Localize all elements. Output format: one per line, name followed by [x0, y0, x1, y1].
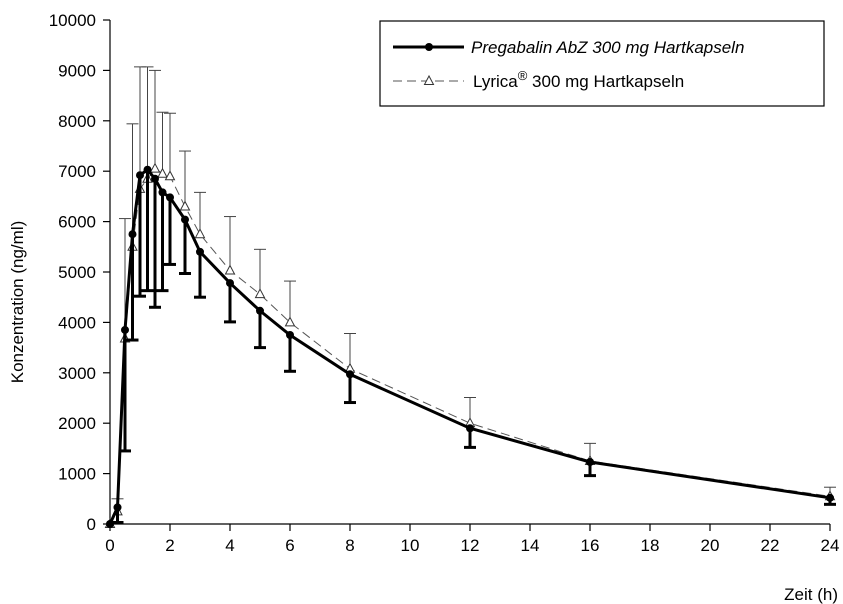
data-point	[151, 174, 159, 183]
data-point	[179, 200, 191, 211]
y-tick-label: 7000	[58, 162, 96, 181]
markers	[106, 165, 834, 528]
legend-label-lyrica-name: Lyrica	[473, 72, 518, 91]
legend-marker-filled-circle	[425, 43, 433, 51]
y-tick-label: 2000	[58, 414, 96, 433]
data-point	[226, 279, 234, 288]
legend-label-lyrica-superscript: ®	[518, 68, 528, 83]
data-point	[143, 165, 152, 174]
x-tick-label: 6	[285, 536, 294, 555]
data-point	[113, 503, 122, 512]
axes: 0100020003000400050006000700080009000100…	[49, 11, 840, 555]
data-point	[466, 424, 474, 433]
data-point	[149, 162, 161, 173]
x-tick-label: 20	[701, 536, 720, 555]
data-point	[346, 370, 354, 379]
y-tick-label: 8000	[58, 112, 96, 131]
data-point	[254, 288, 266, 299]
data-point	[157, 167, 168, 178]
x-tick-label: 18	[641, 536, 660, 555]
legend-marker-open-triangle	[423, 74, 435, 85]
x-tick-label: 24	[821, 536, 840, 555]
y-tick-label: 0	[87, 515, 96, 534]
x-tick-label: 14	[521, 536, 540, 555]
y-tick-label: 3000	[58, 364, 96, 383]
y-axis-label: Konzentration (ng/ml)	[8, 221, 27, 384]
legend-label-pregabalin: Pregabalin AbZ 300 mg Hartkapseln	[471, 38, 744, 57]
series-line	[108, 167, 831, 525]
data-point	[136, 171, 144, 180]
y-axis-ticks: 0 1000 2000 3000 4000 5000 6000 7000 8000 9000 100…	[49, 11, 110, 534]
data-point	[826, 493, 834, 502]
x-tick-label: 10	[401, 536, 420, 555]
y-tick-label: 10000	[49, 11, 96, 30]
data-point	[224, 264, 236, 275]
data-point	[128, 230, 137, 239]
x-axis-ticks: 0 2 4 6 8 10 12 14 16 18 20 22 24	[105, 524, 839, 555]
x-tick-label: 2	[165, 536, 174, 555]
legend-label-lyrica: Lyrica® 300 mg Hartkapseln	[473, 68, 684, 91]
y-tick-label: 1000	[58, 465, 96, 484]
x-tick-label: 12	[461, 536, 480, 555]
series-layer	[104, 66, 836, 528]
data-point	[194, 228, 206, 239]
x-tick-label: 8	[345, 536, 354, 555]
data-point	[286, 331, 294, 339]
data-point	[256, 306, 264, 315]
y-tick-label: 6000	[58, 213, 96, 232]
series-lyrica	[104, 66, 836, 528]
y-tick-label: 4000	[58, 313, 96, 332]
data-point	[158, 188, 167, 197]
data-point	[181, 215, 189, 224]
legend-box	[379, 20, 825, 107]
x-tick-label: 22	[761, 536, 780, 555]
legend-label-lyrica-suffix: 300 mg Hartkapseln	[527, 72, 684, 91]
x-axis-label: Zeit (h)	[784, 585, 838, 604]
error-bars	[111, 169, 836, 524]
data-point	[284, 316, 296, 327]
x-tick-label: 16	[581, 536, 600, 555]
error-bars	[111, 66, 836, 512]
x-tick-label: 4	[225, 536, 234, 555]
markers	[104, 162, 836, 528]
series-line	[109, 168, 831, 525]
data-point	[166, 193, 174, 202]
y-tick-label: 5000	[58, 263, 96, 282]
data-point	[164, 170, 176, 181]
x-tick-label: 0	[105, 536, 114, 555]
data-point	[586, 458, 594, 467]
data-point	[121, 325, 129, 334]
y-tick-label: 9000	[58, 61, 96, 80]
legend: Pregabalin AbZ 300 mg Hartkapseln Lyrica…	[379, 20, 825, 107]
data-point	[106, 520, 114, 528]
data-point	[196, 247, 204, 256]
series-pregabalin-abz	[106, 165, 836, 528]
